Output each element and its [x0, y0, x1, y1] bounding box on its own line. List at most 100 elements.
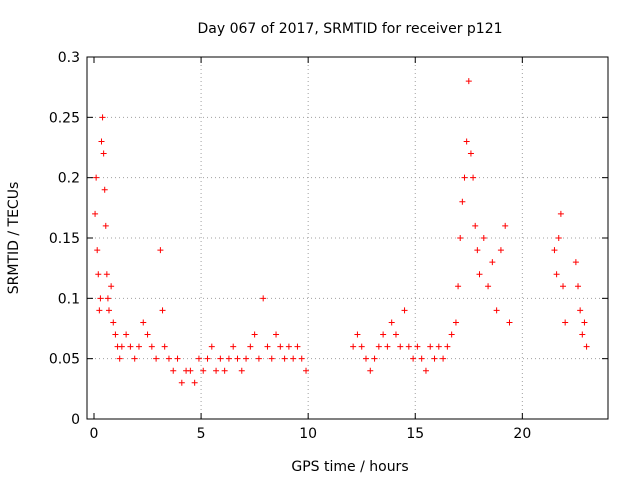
data-point	[303, 367, 310, 374]
data-point	[161, 343, 168, 350]
data-point	[110, 319, 117, 326]
x-tick-label: 20	[513, 426, 531, 442]
data-point	[103, 271, 110, 278]
data-point	[112, 331, 119, 338]
data-point	[277, 343, 284, 350]
x-axis-label: GPS time / hours	[291, 459, 408, 475]
data-point	[225, 355, 232, 362]
x-tick-label: 10	[299, 426, 317, 442]
data-point	[108, 283, 115, 290]
data-point	[140, 319, 147, 326]
data-point	[470, 174, 477, 181]
x-tick-label: 5	[197, 426, 206, 442]
grid	[87, 57, 608, 419]
data-point	[281, 355, 288, 362]
data-point	[354, 331, 361, 338]
data-point	[405, 343, 412, 350]
data-point	[474, 247, 481, 254]
data-point	[452, 319, 459, 326]
data-point	[463, 138, 470, 145]
data-point	[497, 247, 504, 254]
data-point	[457, 235, 464, 241]
data-point	[367, 367, 374, 374]
data-point	[440, 355, 447, 362]
y-axis-label: SRMTID / TECUs	[6, 182, 22, 295]
data-point	[551, 247, 558, 254]
data-point	[131, 355, 138, 362]
data-point	[105, 307, 112, 314]
data-point	[410, 355, 417, 362]
x-tick-label: 15	[406, 426, 424, 442]
data-point	[100, 150, 107, 157]
data-point	[221, 367, 228, 374]
data-point	[102, 222, 109, 229]
data-point	[285, 343, 292, 350]
data-point	[502, 222, 509, 229]
y-tick-label: 0.15	[49, 231, 80, 247]
data-point	[204, 355, 211, 362]
data-point	[200, 367, 207, 374]
data-point	[489, 259, 496, 266]
data-point	[290, 355, 297, 362]
data-point	[485, 283, 492, 290]
data-point	[427, 343, 434, 350]
data-point	[362, 355, 369, 362]
data-point	[435, 343, 442, 350]
data-point	[397, 343, 404, 350]
data-point	[461, 174, 468, 181]
data-point	[104, 295, 111, 302]
data-point	[191, 379, 198, 386]
data-point	[448, 331, 455, 338]
data-point	[123, 331, 130, 338]
data-point	[375, 343, 382, 350]
data-point	[116, 355, 123, 362]
data-point	[96, 307, 103, 314]
data-point	[572, 259, 579, 266]
data-point	[560, 283, 567, 290]
y-tick-label: 0.3	[58, 50, 80, 66]
y-tick-label: 0.2	[58, 171, 80, 187]
data-point	[422, 367, 429, 374]
data-point	[92, 210, 99, 217]
data-point	[581, 319, 588, 326]
data-point	[94, 247, 101, 254]
data-point	[480, 235, 487, 241]
data-point	[255, 355, 262, 362]
data-point	[298, 355, 305, 362]
data-point	[358, 343, 365, 350]
data-point	[579, 331, 586, 338]
data-point	[165, 355, 172, 362]
data-point	[148, 343, 155, 350]
data-point	[583, 343, 590, 350]
data-point	[392, 331, 399, 338]
data-point	[208, 343, 215, 350]
data-point	[455, 283, 462, 290]
data-point	[251, 331, 258, 338]
data-point	[118, 343, 125, 350]
chart-title: Day 067 of 2017, SRMTID for receiver p12…	[197, 21, 502, 37]
data-point	[459, 198, 466, 205]
data-point	[555, 235, 562, 241]
data-point	[380, 331, 387, 338]
data-point	[557, 210, 564, 217]
data-point	[178, 379, 185, 386]
data-point	[465, 78, 472, 85]
data-point	[418, 355, 425, 362]
data-point	[230, 343, 237, 350]
data-point	[384, 343, 391, 350]
data-point	[575, 283, 582, 290]
data-point	[159, 307, 166, 314]
data-point	[273, 331, 280, 338]
data-point	[97, 295, 104, 302]
data-point	[217, 355, 224, 362]
data-point	[493, 307, 500, 314]
y-tick-label: 0.05	[49, 352, 80, 368]
data-point	[213, 367, 220, 374]
data-point	[553, 271, 560, 278]
data-point	[247, 343, 254, 350]
data-point	[260, 295, 267, 302]
data-point	[95, 271, 102, 278]
data-point	[127, 343, 134, 350]
